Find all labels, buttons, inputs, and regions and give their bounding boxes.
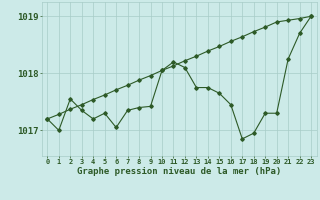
X-axis label: Graphe pression niveau de la mer (hPa): Graphe pression niveau de la mer (hPa) xyxy=(77,167,281,176)
